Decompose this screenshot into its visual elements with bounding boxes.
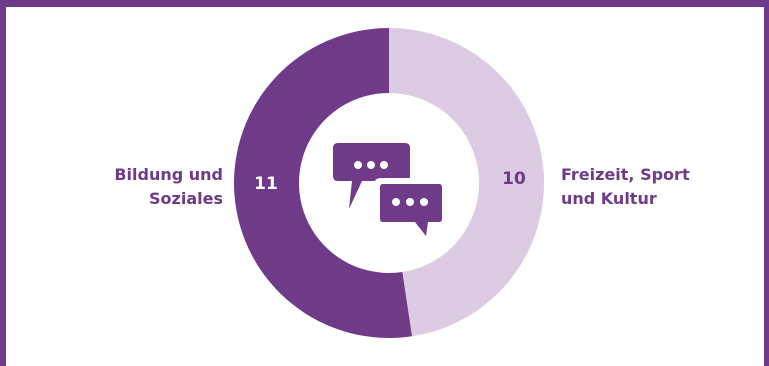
chat-dot [354, 161, 362, 169]
chat-dot [406, 198, 414, 206]
donut-slice-freizeit-sport-und-kultur [389, 28, 544, 337]
chat-bubble-front-icon [380, 184, 442, 236]
chat-bubbles-icon [333, 143, 447, 245]
frame-top-border [0, 0, 769, 7]
chat-dot [420, 198, 428, 206]
category-label-left: Bildung und Soziales [114, 165, 223, 208]
chat-bubble-back-icon [333, 143, 410, 209]
chat-dot [392, 198, 400, 206]
frame-left-border [0, 0, 6, 366]
slice-value-label-left: 11 [254, 174, 278, 194]
slice-value-label-right: 10 [502, 169, 526, 189]
category-label-right: Freizeit, Sport und Kultur [561, 165, 690, 208]
chat-dot [367, 161, 375, 169]
donut-slice-bildung-und-soziales [233, 28, 413, 338]
chat-dot [380, 161, 388, 169]
frame-right-border [764, 0, 769, 366]
